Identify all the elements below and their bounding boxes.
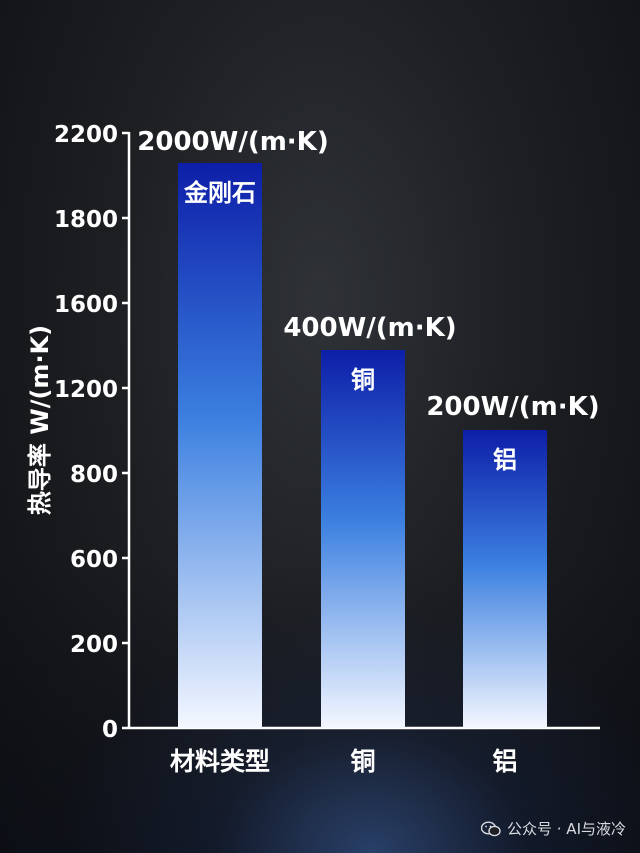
y-tick-label: 1800: [54, 207, 118, 233]
bar-aluminum: [463, 430, 547, 728]
y-tick-label: 1200: [54, 377, 118, 403]
bar-name-label: 铜: [351, 366, 375, 394]
y-tick-label: 800: [70, 462, 118, 488]
bar-name-label: 金刚石: [183, 179, 256, 207]
y-tick-label: 2200: [54, 122, 118, 148]
y-axis-title: 热导率 W/(m·K): [26, 325, 54, 515]
y-tick-label: 1600: [54, 292, 118, 318]
bar-diamond: [178, 163, 262, 728]
x-category-label: 铝: [492, 747, 517, 776]
wechat-icon: [481, 821, 501, 836]
y-axis-ticks: [122, 131, 129, 730]
y-tick-label: 0: [102, 717, 118, 743]
bar-copper: [321, 350, 405, 728]
x-category-label: 材料类型: [170, 747, 270, 776]
bar-value-label: 400W/(m·K): [283, 313, 456, 343]
x-category-label: 铜: [350, 747, 375, 776]
watermark: 公众号 · AI与液冷: [481, 818, 626, 839]
bar-value-label: 200W/(m·K): [426, 392, 599, 422]
bar-name-label: 铝: [493, 446, 517, 474]
bar-value-label: 2000W/(m·K): [137, 127, 328, 157]
watermark-text: 公众号 · AI与液冷: [507, 820, 626, 838]
y-tick-label: 600: [70, 547, 118, 573]
y-tick-label: 200: [70, 632, 118, 658]
